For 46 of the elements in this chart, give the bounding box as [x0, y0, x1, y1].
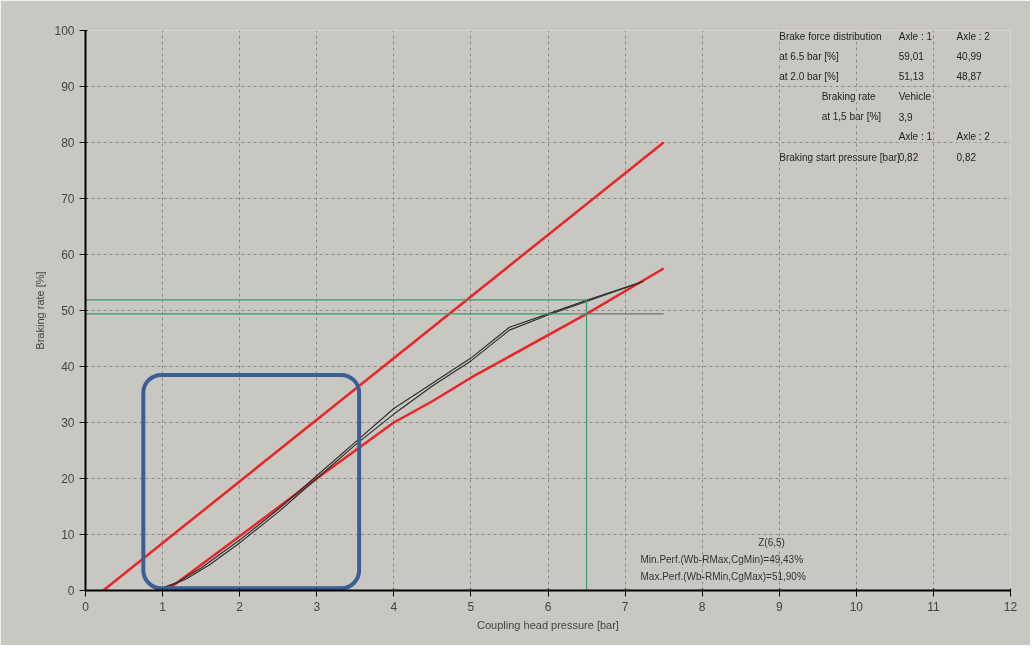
y-tick-label: 70 — [61, 192, 75, 206]
x-tick-label: 7 — [621, 599, 629, 614]
x-axis-title: Coupling head pressure [bar] — [477, 618, 619, 631]
x-tick-label: 4 — [390, 599, 398, 614]
x-tick-label: 11 — [927, 599, 940, 614]
annotation: 0,82 — [898, 152, 919, 164]
annotation: Z(6,5) — [758, 537, 785, 549]
y-tick-label: 0 — [67, 584, 75, 598]
annotation: at 2.0 bar [%] — [779, 70, 839, 82]
annotation: Axle : 1 — [898, 30, 933, 42]
annotation: at 1,5 bar [%] — [821, 111, 882, 123]
annotation: Brake force distribution — [779, 30, 882, 42]
x-tick-label: 1 — [159, 599, 167, 614]
x-tick-label: 12 — [1003, 599, 1018, 614]
y-tick-label: 40 — [61, 360, 75, 374]
annotation: Min.Perf.(Wb-RMax,CgMin)=49,43% — [640, 554, 804, 566]
y-axis-title: Braking rate [%] — [34, 271, 47, 350]
x-tick-label: 9 — [775, 599, 783, 614]
y-tick-label: 90 — [61, 80, 75, 94]
annotation: at 6.5 bar [%] — [779, 50, 839, 62]
y-tick-label: 20 — [61, 472, 75, 486]
annotation: 48,87 — [956, 71, 982, 83]
annotation: 51,13 — [898, 71, 925, 83]
y-tick-label: 80 — [61, 136, 75, 150]
x-tick-label: 3 — [313, 599, 321, 614]
y-tick-label: 10 — [61, 528, 75, 542]
x-tick-label: 6 — [544, 599, 552, 614]
annotation: Axle : 1 — [898, 131, 933, 143]
annotation: Axle : 2 — [956, 131, 991, 143]
annotation: 3,9 — [898, 111, 914, 123]
y-tick-label: 100 — [54, 24, 75, 38]
x-tick-label: 8 — [698, 599, 706, 614]
annotation: 0,82 — [956, 152, 977, 164]
annotation: 40,99 — [956, 51, 982, 63]
x-tick-label: 2 — [236, 599, 244, 614]
y-tick-label: 50 — [61, 304, 75, 318]
annotation: Axle : 2 — [956, 30, 991, 42]
y-tick-label: 30 — [61, 416, 75, 430]
x-tick-label: 5 — [467, 599, 475, 614]
x-tick-label: 10 — [849, 599, 864, 614]
annotation: 59,01 — [898, 51, 925, 63]
annotation: Max.Perf.(Wb-RMin,CgMax)=51,90% — [640, 571, 806, 582]
annotation: Vehicle — [898, 91, 932, 103]
annotation: Braking rate — [821, 91, 876, 103]
x-tick-label: 0 — [82, 599, 90, 614]
y-tick-label: 60 — [61, 248, 75, 262]
